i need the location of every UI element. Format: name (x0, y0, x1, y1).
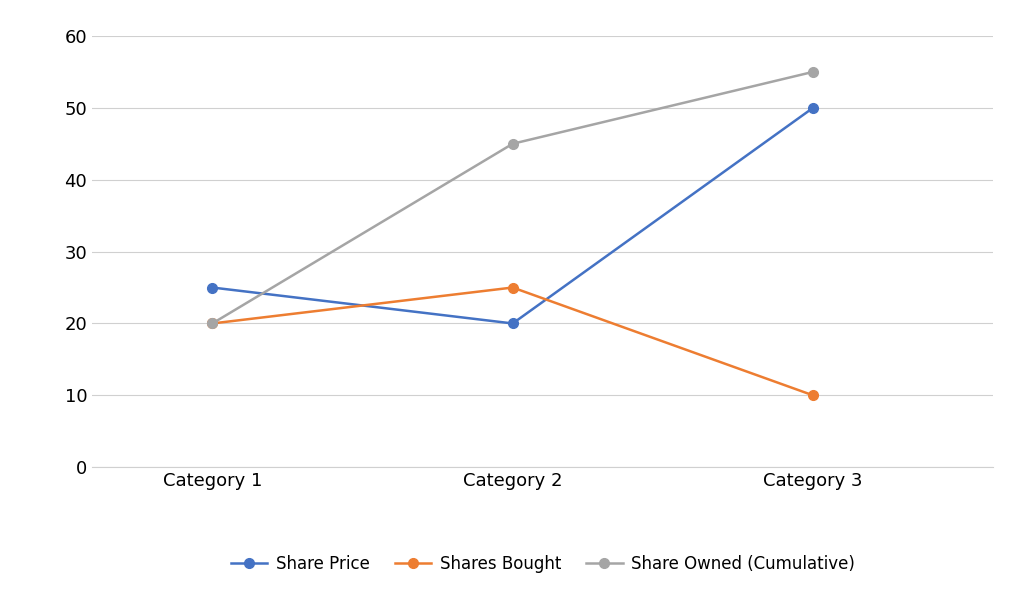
Share Price (206, 284, 218, 291)
Shares Bought (206, 320, 218, 327)
Shares Bought (507, 284, 519, 291)
Line: Share Price: Share Price (208, 103, 818, 328)
Legend: Share Price, Shares Bought, Share Owned (Cumulative): Share Price, Shares Bought, Share Owned … (224, 548, 861, 580)
Line: Share Owned (Cumulative): Share Owned (Cumulative) (208, 67, 818, 328)
Share Price (807, 104, 819, 111)
Line: Shares Bought: Shares Bought (208, 283, 818, 400)
Share Owned (Cumulative) (807, 68, 819, 75)
Shares Bought (807, 392, 819, 399)
Share Owned (Cumulative) (206, 320, 218, 327)
Share Price (507, 320, 519, 327)
Share Owned (Cumulative) (507, 140, 519, 147)
